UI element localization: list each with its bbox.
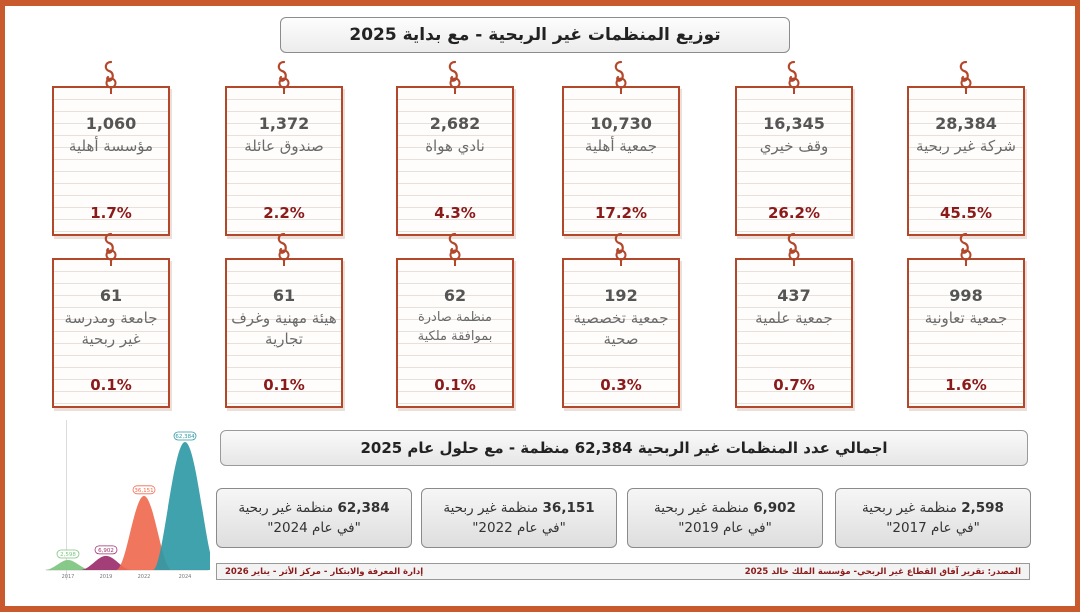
pin-icon — [100, 232, 122, 266]
org-card: 16,345 وقف خيري 26.2% — [735, 86, 853, 236]
card-percent: 17.2% — [594, 204, 648, 222]
org-card: 998 جمعية تعاونية 1.6% — [907, 258, 1025, 408]
card-label: وقف خيري — [759, 137, 829, 155]
pin-icon — [444, 60, 466, 94]
pin-icon — [273, 60, 295, 94]
year-label: "في عام 2017" — [886, 520, 980, 536]
org-card: 1,372 صندوق عائلة 2.2% — [225, 86, 343, 236]
card-number: 1,060 — [85, 114, 137, 133]
total-banner: اجمالي عدد المنظمات غير الربحية 62,384 م… — [220, 430, 1028, 466]
source-bar: المصدر: تقرير آفاق القطاع غير الربحي- مؤ… — [216, 563, 1030, 580]
chart-label-pill — [132, 485, 156, 495]
card-percent: 0.3% — [600, 376, 642, 394]
chart-peak-2024 — [153, 442, 210, 570]
card-number: 1,372 — [258, 114, 310, 133]
year-unit: منظمة غير ربحية — [238, 500, 338, 516]
pin-icon — [610, 60, 632, 94]
pin-icon — [955, 232, 977, 266]
year-box: 2,598 منظمة غير ربحية "في عام 2017" — [835, 488, 1031, 548]
card-number: 2,682 — [429, 114, 481, 133]
pin-icon — [783, 60, 805, 94]
org-card: 62 منظمة صادرة بموافقة ملكية 0.1% — [396, 258, 514, 408]
org-card: 61 جامعة ومدرسة غير ربحية 0.1% — [52, 258, 170, 408]
card-percent: 4.3% — [434, 204, 476, 222]
card-number: 437 — [777, 286, 811, 305]
card-percent: 0.1% — [434, 376, 476, 394]
chart-data-label: 62,384 — [175, 434, 195, 440]
org-card: 1,060 مؤسسة أهلية 1.7% — [52, 86, 170, 236]
year-label: "في عام 2022" — [472, 520, 566, 536]
card-number: 16,345 — [763, 114, 825, 133]
chart-peak-2017 — [44, 560, 92, 570]
year-label: "في عام 2024" — [267, 520, 361, 536]
chart-label-pill — [56, 549, 80, 559]
chart-data-label: 6,902 — [98, 548, 114, 554]
org-card: 2,682 نادي هواة 4.3% — [396, 86, 514, 236]
card-percent: 1.7% — [90, 204, 132, 222]
card-percent: 2.2% — [263, 204, 305, 222]
card-label: جمعية تخصصية صحية — [573, 309, 669, 348]
org-card: 437 جمعية علمية 0.7% — [735, 258, 853, 408]
chart-x-label: 2019 — [100, 574, 113, 580]
card-percent: 0.1% — [90, 376, 132, 394]
year-count: 62,384 — [337, 500, 390, 516]
card-number: 61 — [272, 286, 296, 305]
card-number: 192 — [604, 286, 638, 305]
chart-label-pill — [94, 545, 118, 555]
source-left: المصدر: تقرير آفاق القطاع غير الربحي- مؤ… — [744, 566, 1021, 577]
chart-x-label: 2024 — [179, 574, 192, 580]
card-number: 61 — [99, 286, 123, 305]
chart-data-label: 36,151 — [134, 488, 153, 494]
pin-icon — [610, 232, 632, 266]
year-unit: منظمة غير ربحية — [443, 500, 543, 516]
year-label: "في عام 2019" — [678, 520, 772, 536]
growth-chart: 2,598 2017 6,902 2019 36,151 2022 62,384 2024 — [44, 431, 210, 580]
card-label: شركة غير ربحية — [916, 137, 1016, 155]
chart-peak-2022 — [116, 495, 172, 570]
org-card: 192 جمعية تخصصية صحية 0.3% — [562, 258, 680, 408]
org-card: 61 هيئة مهنية وغرف تجارية 0.1% — [225, 258, 343, 408]
year-unit: منظمة غير ربحية — [862, 500, 962, 516]
card-percent: 0.1% — [263, 376, 305, 394]
year-box: 62,384 منظمة غير ربحية "في عام 2024" — [216, 488, 412, 548]
pin-icon — [444, 232, 466, 266]
pin-icon — [273, 232, 295, 266]
card-label: جمعية علمية — [755, 309, 833, 327]
pin-icon — [100, 60, 122, 94]
org-card: 10,730 جمعية أهلية 17.2% — [562, 86, 680, 236]
page-title: توزيع المنظمات غير الربحية - مع بداية 20… — [280, 17, 790, 53]
card-number: 10,730 — [590, 114, 652, 133]
card-percent: 26.2% — [767, 204, 821, 222]
card-label: مؤسسة أهلية — [68, 137, 154, 155]
pin-icon — [783, 232, 805, 266]
year-count: 6,902 — [753, 500, 796, 516]
card-label: صندوق عائلة — [244, 137, 324, 155]
year-box: 36,151 منظمة غير ربحية "في عام 2022" — [421, 488, 617, 548]
card-label: جمعية أهلية — [584, 137, 658, 155]
chart-data-label: 2,598 — [60, 552, 76, 558]
card-percent: 1.6% — [945, 376, 987, 394]
card-label: نادي هواة — [425, 137, 485, 155]
chart-x-label: 2017 — [62, 574, 75, 580]
card-label: جامعة ومدرسة غير ربحية — [64, 309, 158, 348]
org-card: 28,384 شركة غير ربحية 45.5% — [907, 86, 1025, 236]
chart-x-label: 2022 — [138, 574, 151, 580]
card-number: 998 — [949, 286, 983, 305]
card-number: 28,384 — [935, 114, 997, 133]
pin-icon — [955, 60, 977, 94]
card-number: 62 — [443, 286, 467, 305]
card-label: منظمة صادرة بموافقة ملكية — [417, 310, 493, 344]
card-label: جمعية تعاونية — [924, 309, 1008, 327]
year-box: 6,902 منظمة غير ربحية "في عام 2019" — [627, 488, 823, 548]
chart-peak-2019 — [80, 555, 132, 570]
year-unit: منظمة غير ربحية — [654, 500, 754, 516]
divider — [66, 420, 67, 580]
year-count: 2,598 — [961, 500, 1004, 516]
card-percent: 45.5% — [939, 204, 993, 222]
chart-label-pill — [173, 431, 197, 441]
card-percent: 0.7% — [773, 376, 815, 394]
year-count: 36,151 — [542, 500, 595, 516]
card-label: هيئة مهنية وغرف تجارية — [231, 309, 337, 348]
source-right: إدارة المعرفة والابتكار - مركز الأثر - ي… — [225, 566, 424, 577]
